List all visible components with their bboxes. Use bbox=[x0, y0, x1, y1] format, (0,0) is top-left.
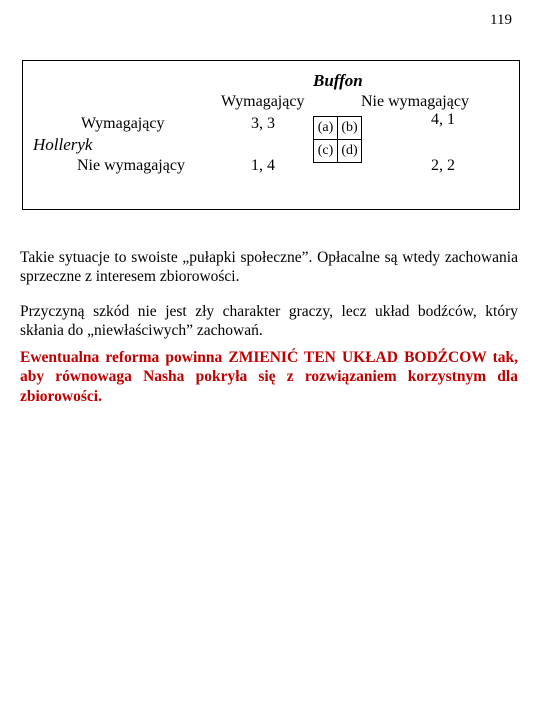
column-label-left: Wymagający bbox=[221, 93, 304, 111]
mini-cell-a: (a) bbox=[314, 117, 338, 140]
mini-cell-b: (b) bbox=[338, 117, 362, 140]
mini-cell-d: (d) bbox=[338, 140, 362, 163]
paragraph-1: Takie sytuacje to swoiste „pułapki społe… bbox=[20, 248, 518, 287]
payoff-matrix: Buffon Wymagający Nie wymagający Wymagaj… bbox=[22, 60, 520, 210]
left-player-name: Holleryk bbox=[33, 135, 92, 155]
top-player-name: Buffon bbox=[313, 71, 363, 91]
mini-grid: (a) (b) (c) (d) bbox=[313, 116, 362, 163]
payoff-bl: 1, 4 bbox=[251, 157, 275, 175]
paragraph-2: Przyczyną szkód nie jest zły charakter g… bbox=[20, 302, 518, 341]
column-label-right: Nie wymagający bbox=[361, 93, 469, 111]
mini-cell-c: (c) bbox=[314, 140, 338, 163]
paragraph-3: Ewentualna reforma powinna ZMIENIĆ TEN U… bbox=[20, 348, 518, 406]
payoff-tl: 3, 3 bbox=[251, 115, 275, 133]
payoff-tr: 4, 1 bbox=[431, 111, 455, 129]
row-label-top: Wymagający bbox=[81, 115, 164, 133]
page-number: 119 bbox=[490, 12, 512, 29]
payoff-br: 2, 2 bbox=[431, 157, 455, 175]
row-label-bottom: Nie wymagający bbox=[77, 157, 185, 175]
